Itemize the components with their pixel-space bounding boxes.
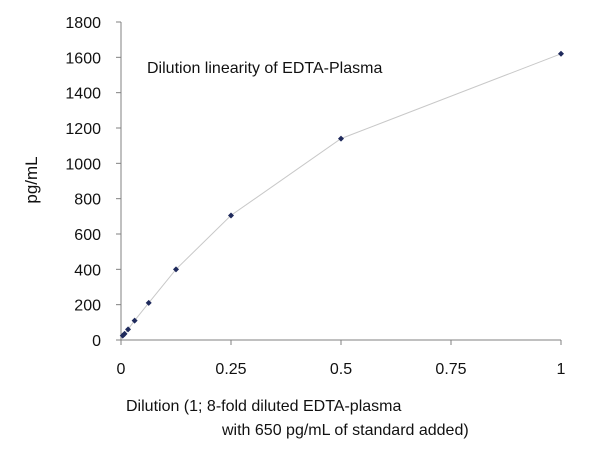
- x-axis-label-line-1: Dilution (1; 8-fold diluted EDTA-plasma: [126, 398, 402, 415]
- y-tick-label: 400: [74, 262, 101, 279]
- x-tick-label: 1: [557, 361, 566, 378]
- y-tick-label: 1400: [65, 86, 101, 103]
- data-point: [228, 212, 234, 219]
- data-point: [338, 135, 344, 142]
- chart-title: Dilution linearity of EDTA-Plasma: [147, 60, 383, 77]
- ticks: 0 200 400 600 800 1000 1200 1400 1600 1800 0 0.25 0.…: [65, 15, 565, 378]
- y-tick-label: 0: [92, 333, 101, 350]
- data-point: [125, 326, 132, 333]
- y-tick-label: 1800: [65, 15, 101, 32]
- y-tick-label: 200: [74, 298, 101, 315]
- data-point: [173, 266, 179, 273]
- series: [119, 50, 564, 339]
- x-tick-label: 0.5: [330, 361, 352, 378]
- x-tick-label: 0: [117, 361, 126, 378]
- series-line: [122, 53, 562, 336]
- y-tick-label: 600: [74, 227, 101, 244]
- data-point: [131, 317, 138, 324]
- y-axis-label: pg/mL: [22, 156, 41, 204]
- y-tick-label: 1000: [65, 156, 101, 173]
- data-point: [121, 330, 128, 337]
- y-tick-label: 1200: [65, 121, 101, 138]
- x-tick-label: 0.75: [435, 361, 466, 378]
- y-tick-label: 1600: [65, 50, 101, 67]
- x-axis-label-line-2: with 650 pg/mL of standard added): [222, 422, 469, 439]
- data-point: [145, 299, 152, 306]
- y-tick-label: 800: [74, 192, 101, 209]
- x-tick-label: 0.25: [215, 361, 246, 378]
- data-point: [558, 50, 564, 57]
